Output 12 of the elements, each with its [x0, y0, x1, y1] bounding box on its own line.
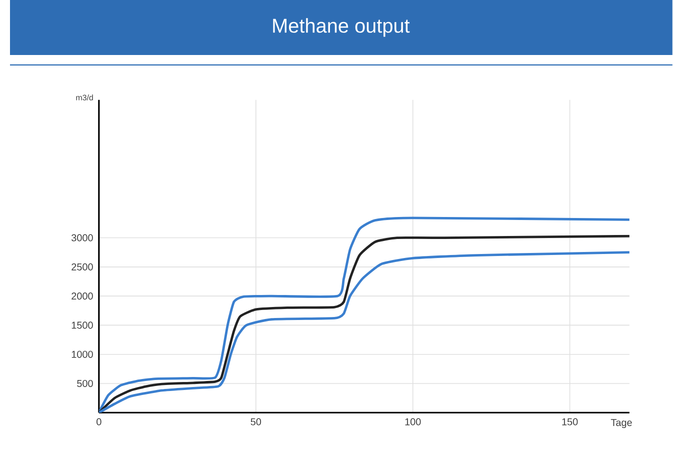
- y-tick-label: 1000: [72, 351, 93, 358]
- chart-title: Methane output: [273, 18, 410, 37]
- y-tick-label: 1500: [72, 322, 93, 329]
- y-tick-label: 2000: [72, 292, 93, 300]
- y-tick-label: 2500: [72, 264, 93, 271]
- y-tick-label: 500: [77, 380, 93, 388]
- y-tick-label: 3000: [72, 234, 93, 242]
- x-tick-label: 150: [562, 418, 578, 426]
- x-tick-label: 0: [96, 418, 102, 426]
- x-axis-title: Tage: [610, 419, 632, 428]
- x-tick-label: 100: [405, 418, 421, 426]
- x-tick-label: 50: [250, 418, 262, 426]
